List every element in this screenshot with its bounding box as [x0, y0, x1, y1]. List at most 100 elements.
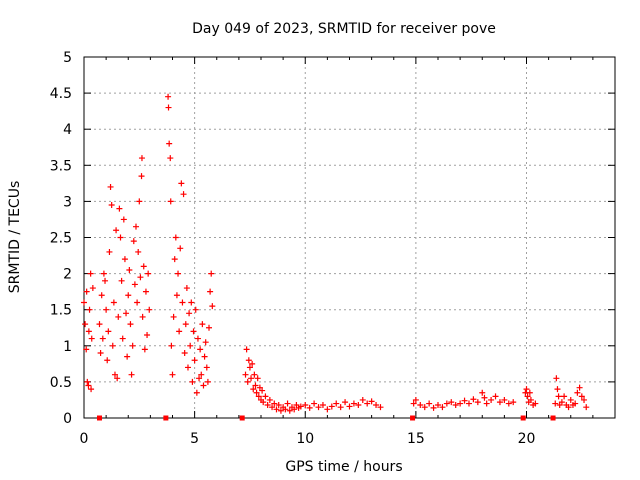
data-point	[145, 270, 152, 277]
gap-marker	[96, 415, 102, 421]
data-point	[264, 402, 271, 409]
data-point	[523, 386, 530, 393]
data-point	[426, 400, 433, 407]
data-point	[196, 375, 203, 382]
data-point	[255, 393, 262, 400]
data-point	[128, 371, 135, 378]
data-point	[251, 371, 258, 378]
data-point	[189, 378, 196, 385]
data-point	[186, 310, 193, 317]
data-point	[198, 371, 205, 378]
data-point	[206, 324, 213, 331]
data-point	[558, 399, 565, 406]
data-point	[277, 407, 284, 414]
data-point	[481, 394, 488, 401]
x-tick-label: 15	[407, 431, 425, 447]
data-point	[244, 378, 251, 385]
data-point	[136, 198, 143, 205]
data-point	[273, 406, 280, 413]
data-point	[97, 350, 104, 357]
data-point	[144, 331, 151, 338]
data-point	[200, 382, 207, 389]
data-point	[443, 400, 450, 407]
data-point	[561, 393, 568, 400]
data-point	[252, 382, 259, 389]
data-point	[85, 382, 92, 389]
data-point	[98, 292, 105, 299]
data-point	[177, 245, 184, 252]
data-point	[259, 387, 266, 394]
data-point	[207, 288, 214, 295]
data-point	[88, 386, 95, 393]
data-point	[180, 191, 187, 198]
gap-markers	[96, 415, 556, 421]
data-point	[421, 404, 428, 411]
y-tick-label: 3	[63, 194, 72, 210]
data-point	[126, 266, 133, 273]
data-point	[142, 288, 149, 295]
data-point	[117, 234, 124, 241]
data-point	[342, 399, 349, 406]
y-tick-label: 2	[63, 267, 72, 283]
data-point	[461, 397, 468, 404]
data-point	[176, 328, 183, 335]
data-point	[165, 93, 172, 100]
y-tick-label: 2.5	[50, 231, 72, 247]
axis-ticks	[83, 56, 615, 419]
data-point	[412, 396, 419, 403]
data-point	[583, 404, 590, 411]
data-point	[311, 400, 318, 407]
data-point	[581, 396, 588, 403]
data-point	[483, 400, 490, 407]
grid	[84, 57, 615, 418]
data-point	[439, 404, 446, 411]
gap-marker	[410, 415, 416, 421]
data-point	[190, 328, 197, 335]
data-point	[302, 402, 309, 409]
data-point	[249, 360, 256, 367]
data-point	[166, 140, 173, 147]
data-point	[89, 285, 96, 292]
data-point	[350, 400, 357, 407]
data-point	[271, 400, 278, 407]
data-point	[114, 375, 121, 382]
gap-marker	[550, 415, 556, 421]
data-point	[192, 306, 199, 313]
data-point	[167, 155, 174, 162]
data-point	[282, 406, 289, 413]
data-point	[470, 396, 477, 403]
data-point	[124, 353, 131, 360]
data-point	[191, 357, 198, 364]
y-tick-label: 4.5	[50, 86, 72, 102]
data-point	[127, 321, 134, 328]
data-point	[275, 402, 282, 409]
data-point	[169, 371, 176, 378]
data-point	[107, 183, 114, 190]
data-point	[81, 299, 87, 306]
data-point	[139, 313, 146, 320]
data-point	[187, 342, 194, 349]
data-point	[115, 313, 122, 320]
data-point	[204, 378, 211, 385]
data-point	[184, 364, 191, 371]
data-point	[199, 321, 206, 328]
data-point	[203, 364, 210, 371]
data-point	[134, 299, 141, 306]
data-point	[170, 313, 177, 320]
data-point	[138, 155, 145, 162]
data-point	[135, 248, 142, 255]
data-point	[103, 306, 110, 313]
data-point	[324, 406, 331, 413]
data-point	[552, 400, 559, 407]
data-point	[182, 321, 189, 328]
data-point	[208, 270, 215, 277]
data-point	[496, 399, 503, 406]
data-point	[131, 281, 138, 288]
data-point	[96, 321, 103, 328]
data-point	[109, 342, 116, 349]
data-point	[284, 400, 291, 407]
data-point	[306, 404, 313, 411]
data-point	[359, 396, 366, 403]
data-point	[524, 393, 531, 400]
